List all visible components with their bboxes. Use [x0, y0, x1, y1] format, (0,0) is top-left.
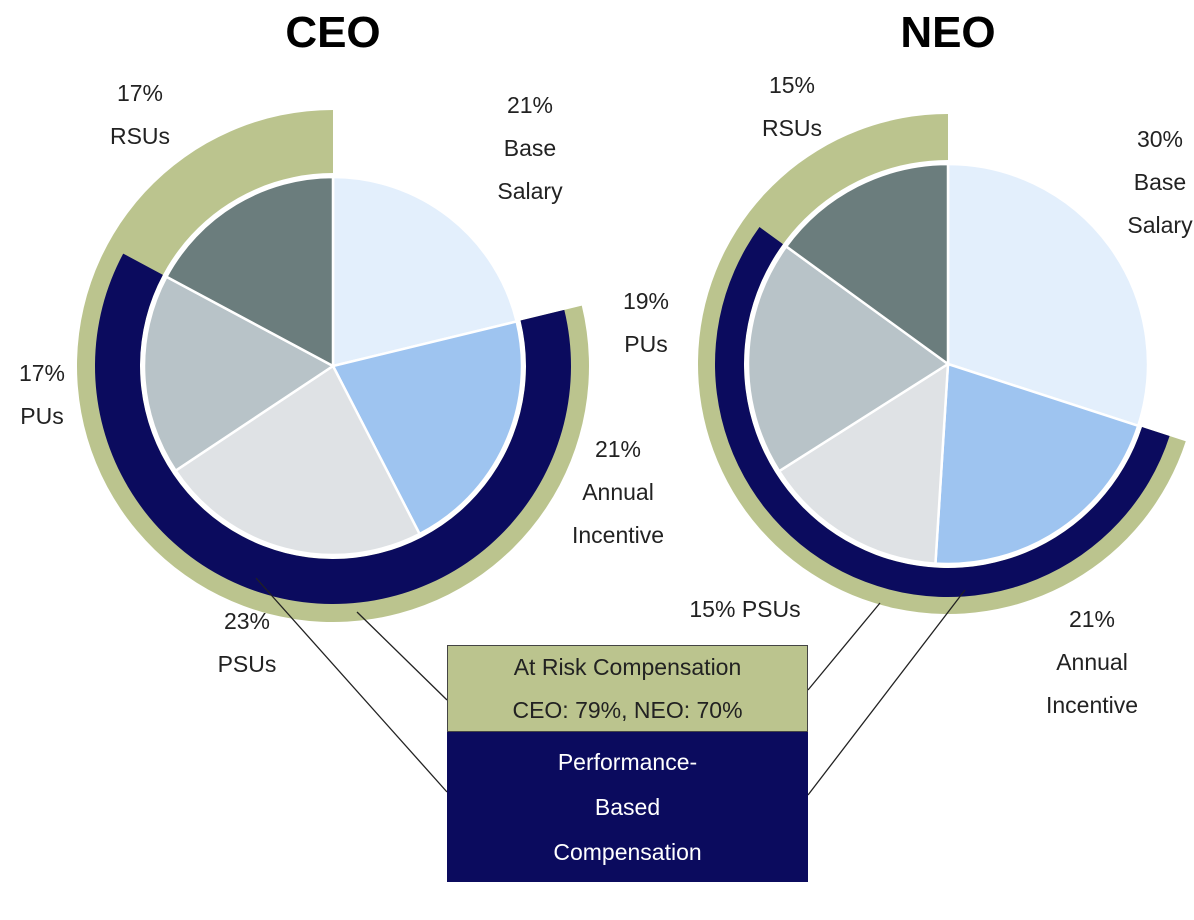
box-title: Performance-Based Compensation [553, 749, 702, 865]
pie-slice [331, 175, 519, 368]
value-label: 15% [689, 596, 736, 622]
slice-label: 23% PSUs [197, 600, 297, 686]
category-label: PUs [20, 403, 64, 429]
value-label: 15% [768, 72, 816, 98]
performance-ring [715, 227, 1170, 597]
category-label: Annual Incentive [1045, 649, 1139, 718]
category-label: RSUs [761, 115, 823, 141]
pie-slice [934, 362, 1140, 566]
leader-line [356, 611, 448, 701]
slice-label: 17% RSUs [90, 72, 190, 158]
value-label: 21% [506, 92, 554, 118]
box-title: At Risk Compensation [513, 654, 742, 680]
category-label: Annual Incentive [571, 479, 665, 548]
pie-slice [331, 319, 524, 536]
slice-label: 15% RSUs [742, 64, 842, 150]
pie-slice [746, 244, 951, 473]
leader-line [807, 602, 881, 691]
slice-label: 15% PSUs [635, 588, 855, 631]
slice-label: 19% PUs [601, 280, 691, 366]
performance-ring [94, 253, 572, 605]
pie-slice [946, 162, 1150, 428]
pie-slice [784, 162, 950, 367]
value-label: 17% [18, 360, 66, 386]
slice-label: 30% Base Salary [1105, 118, 1194, 247]
chart [77, 110, 1186, 796]
slice-label: 21% Annual Incentive [1022, 598, 1162, 727]
value-label: 23% [223, 608, 271, 634]
pies [77, 110, 1186, 622]
pie-slice [777, 361, 950, 565]
leader-line [807, 589, 966, 796]
category-label: PUs [624, 331, 668, 357]
value-label: 21% [1068, 606, 1116, 632]
pie-slice [164, 175, 335, 369]
category-label: RSUs [109, 123, 171, 149]
category-label: PSUs [217, 651, 277, 677]
chart-title: CEO [285, 8, 381, 57]
pie-slice [142, 275, 336, 473]
slice-label: 21% Annual Incentive [553, 428, 683, 557]
category-label: PSUs [741, 596, 801, 622]
page: {"chart_data": [ {"type": "pie", "title"… [2, 8, 1194, 910]
performance-box: Performance-Based Compensation CEO: 61%,… [447, 732, 808, 910]
category-label: Base Salary [497, 135, 563, 204]
value-label: 30% [1136, 126, 1184, 152]
value-label: 17% [116, 80, 164, 106]
leader-line [255, 577, 448, 793]
slice-label: 17% PUs [2, 352, 82, 438]
category-label: Base Salary [1127, 169, 1193, 238]
at-risk-box: At Risk Compensation CEO: 79%, NEO: 70% [447, 645, 808, 732]
box-text: CEO: 79%, NEO: 70% [512, 697, 743, 723]
value-label: 19% [622, 288, 670, 314]
chart-title: NEO [900, 8, 996, 57]
value-label: 21% [594, 436, 642, 462]
pie-slice [173, 364, 422, 557]
slice-label: 21% Base Salary [470, 84, 590, 213]
